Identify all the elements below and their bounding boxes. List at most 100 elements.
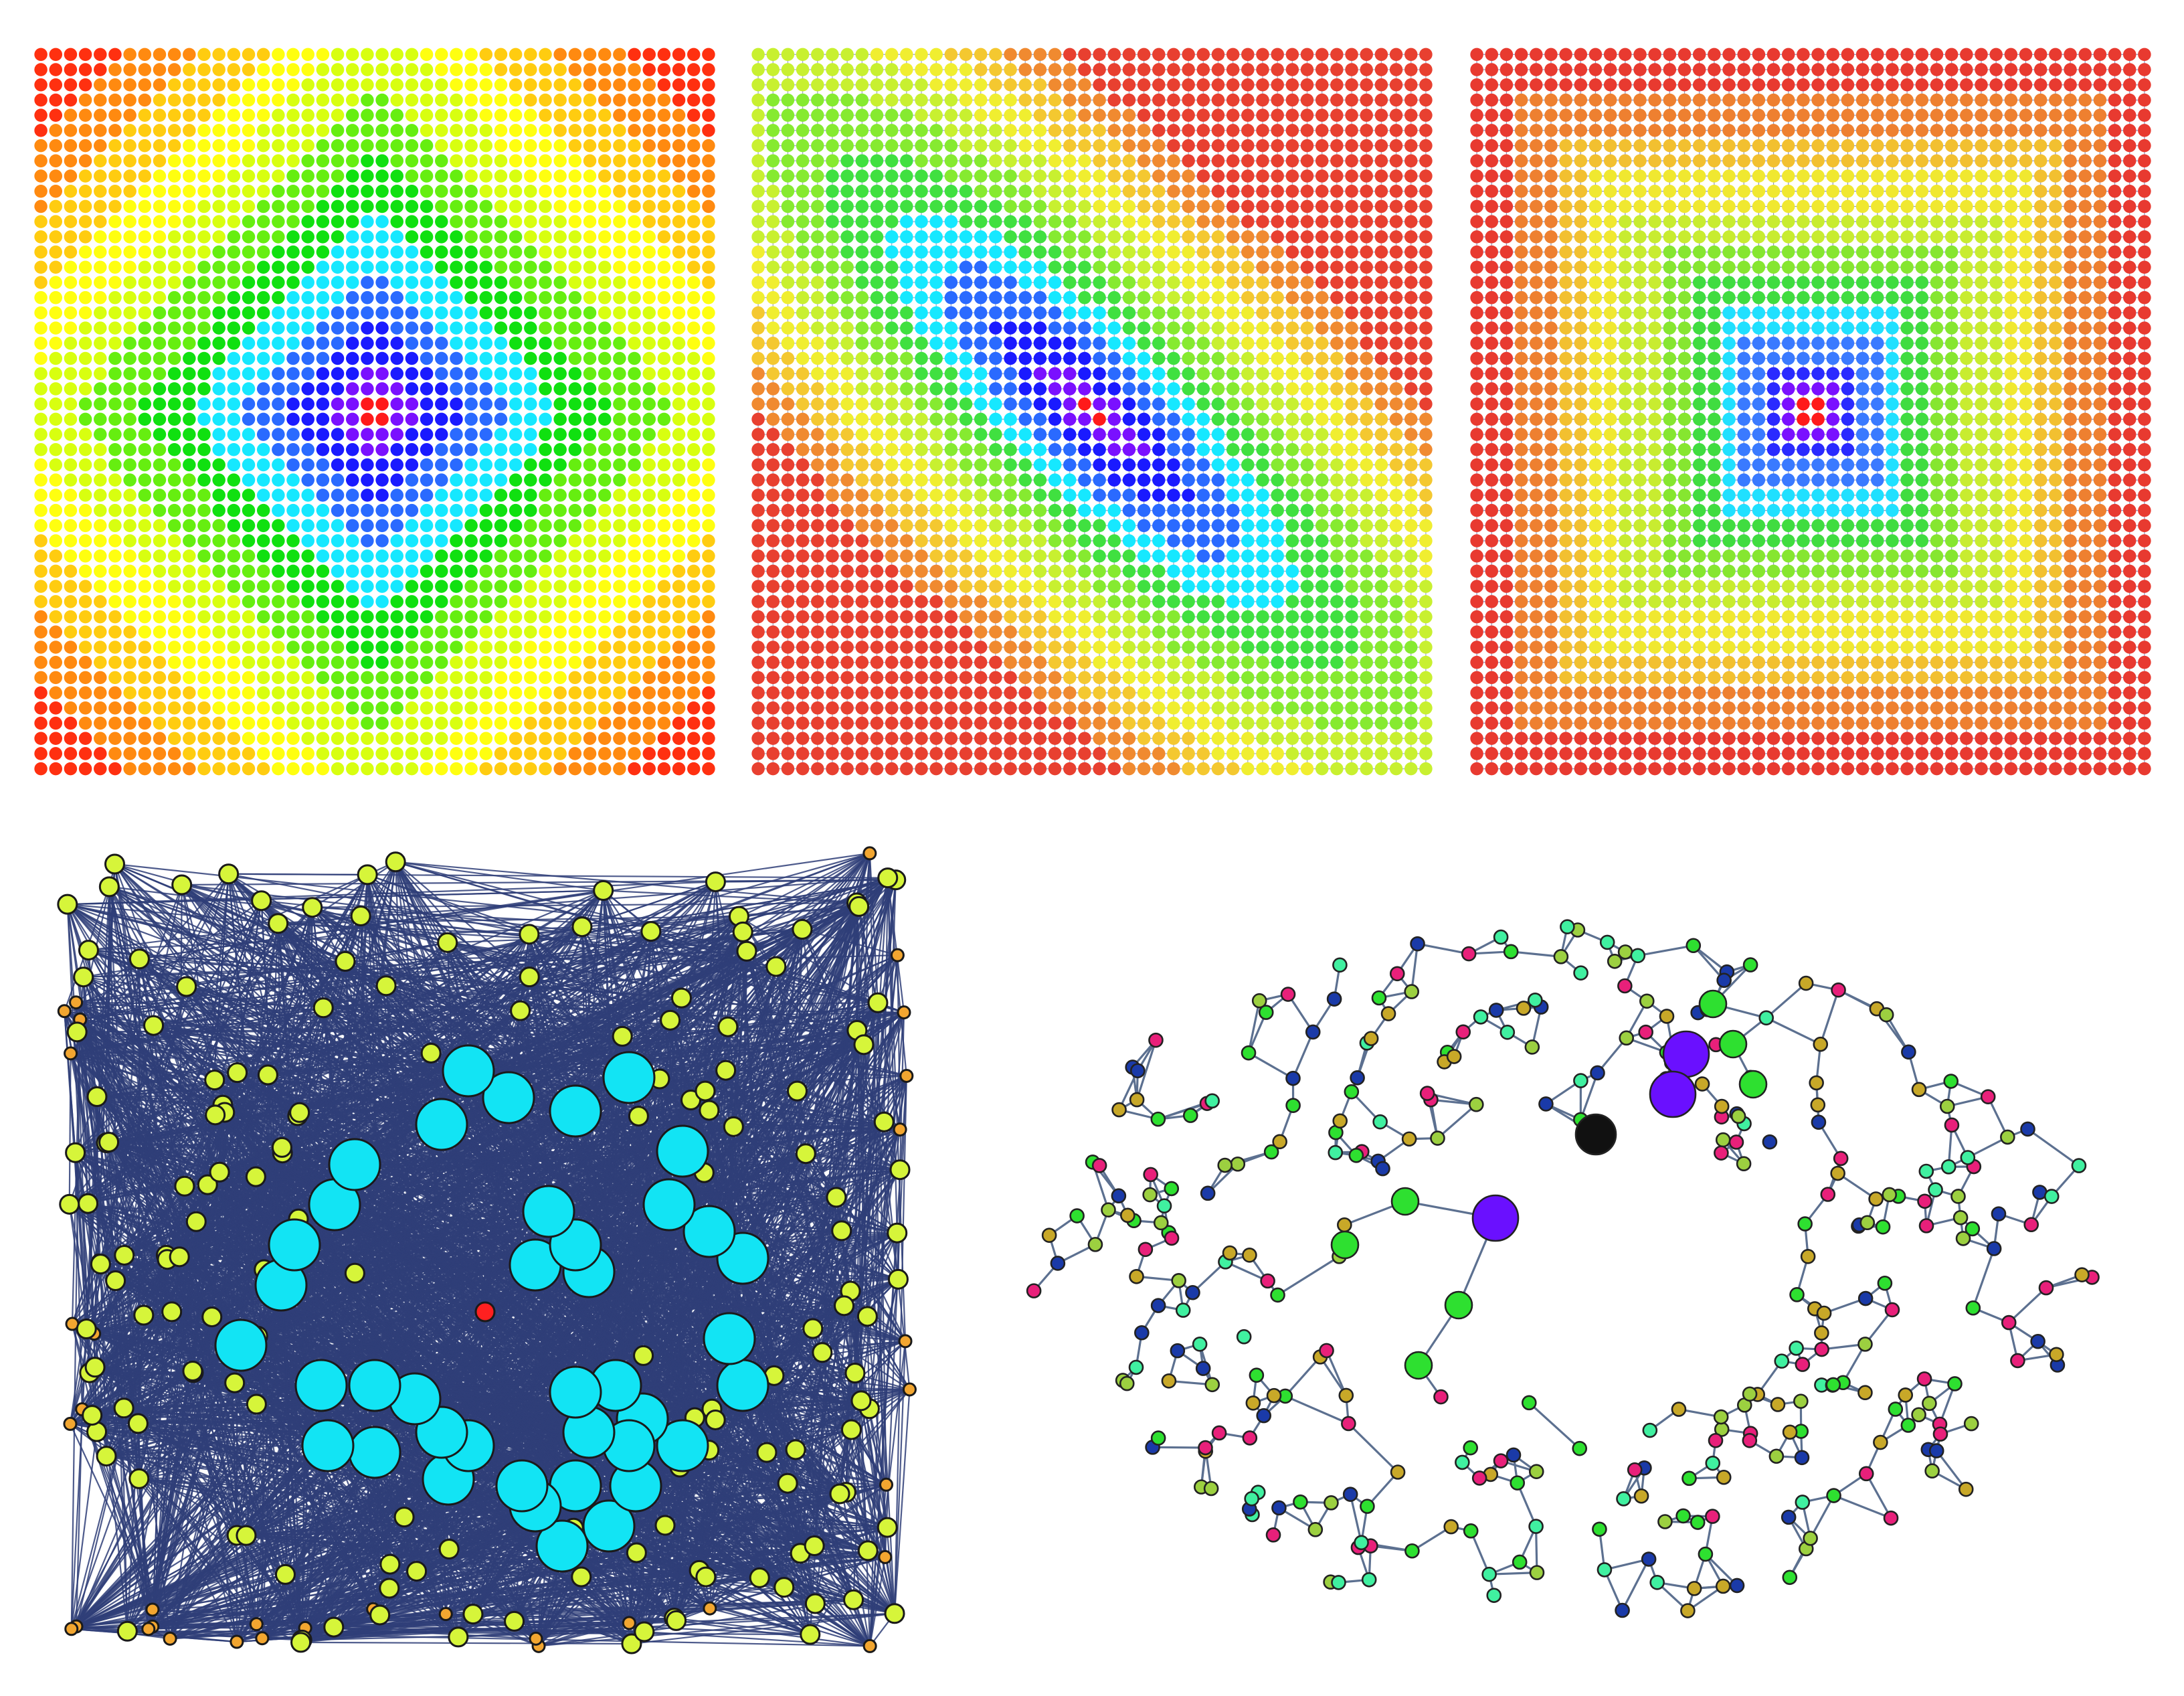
grid-node [1211,564,1225,578]
grid-node [123,686,136,699]
grid-node [167,93,181,107]
grid-node [766,428,780,441]
grid-node [613,321,626,335]
grid-node [1063,290,1077,305]
grid-node [885,139,899,153]
grid-node [702,534,715,547]
grid-node [1300,762,1314,776]
grid-node [108,48,122,62]
grid-node [1211,199,1225,214]
grid-node [1300,321,1314,335]
grid-node [613,397,626,411]
grid-node [242,595,256,608]
grid-node [94,290,107,305]
grid-node [1063,701,1077,715]
grid-node [840,489,854,502]
grid-node [242,199,256,214]
grid-node [1499,78,1514,92]
grid-node [974,124,988,137]
grid-node [301,625,314,639]
grid-node [1360,245,1373,259]
grid-node [1345,260,1358,274]
grid-node [751,732,765,745]
grid-node [1271,260,1284,274]
grid-node [885,747,899,760]
grid-node [944,215,958,228]
grid-node [1167,503,1180,517]
grid-node [915,382,928,396]
grid-node [1330,48,1344,62]
grid-node [286,716,300,730]
grid-node [1152,93,1166,107]
grid-node [2049,124,2062,137]
grid-node [49,641,63,654]
grid-node [1811,124,1825,137]
grid-node [1048,93,1062,107]
grid-node [1137,337,1151,350]
grid-node [553,428,567,441]
grid-node [1285,732,1299,745]
grid-node [885,230,899,244]
grid-node [1360,93,1373,107]
grid-node [1107,367,1121,380]
grid-node [687,108,701,122]
grid-node [64,306,78,320]
grid-node [1256,169,1269,183]
grid-node [826,641,839,654]
grid-node [568,306,582,320]
grid-node [2064,93,2077,107]
grid-node [1330,397,1344,411]
grid-node [494,473,508,487]
grid-node [2093,124,2107,137]
grid-node [64,747,78,760]
grid-node [1078,215,1091,228]
grid-node [1078,671,1091,685]
grid-node [1360,306,1373,320]
grid-node [628,78,641,92]
grid-node [34,337,48,350]
grid-node [1122,199,1136,214]
grid-node [944,245,958,259]
grid-node [672,139,686,153]
grid-node [1271,641,1284,654]
grid-node [826,489,839,502]
grid-node [1167,367,1180,380]
grid-node [1033,321,1047,335]
grid-node [212,701,225,715]
grid-node [1419,321,1433,335]
grid-node [944,367,958,380]
grid-node [885,93,899,107]
grid-node [1107,199,1121,214]
grid-node [583,199,597,214]
grid-node [479,337,493,350]
grid-node [1404,351,1418,365]
grid-node [1633,139,1647,153]
grid-node [781,595,795,608]
grid-node [1256,351,1269,365]
grid-node [1107,610,1121,624]
grid-node [826,655,839,669]
grid-node [900,580,913,593]
grid-node [766,473,780,487]
grid-node [1345,139,1358,153]
grid-node [464,245,478,259]
grid-node [1345,625,1358,639]
grid-node [613,641,626,654]
grid-node [316,351,330,365]
grid-node [494,290,508,305]
grid-node [1152,549,1166,563]
grid-node [1944,48,1959,62]
grid-node [316,534,330,547]
grid-node [524,397,537,411]
grid-node [1271,199,1284,214]
grid-node [1315,655,1329,669]
grid-node [1107,489,1121,502]
grid-node [1256,762,1269,776]
grid-node [702,473,715,487]
grid-node [301,108,314,122]
grid-node [900,701,913,715]
grid-node [375,549,389,563]
grid-node [331,397,345,411]
grid-node [286,397,300,411]
grid-node [1004,184,1017,198]
